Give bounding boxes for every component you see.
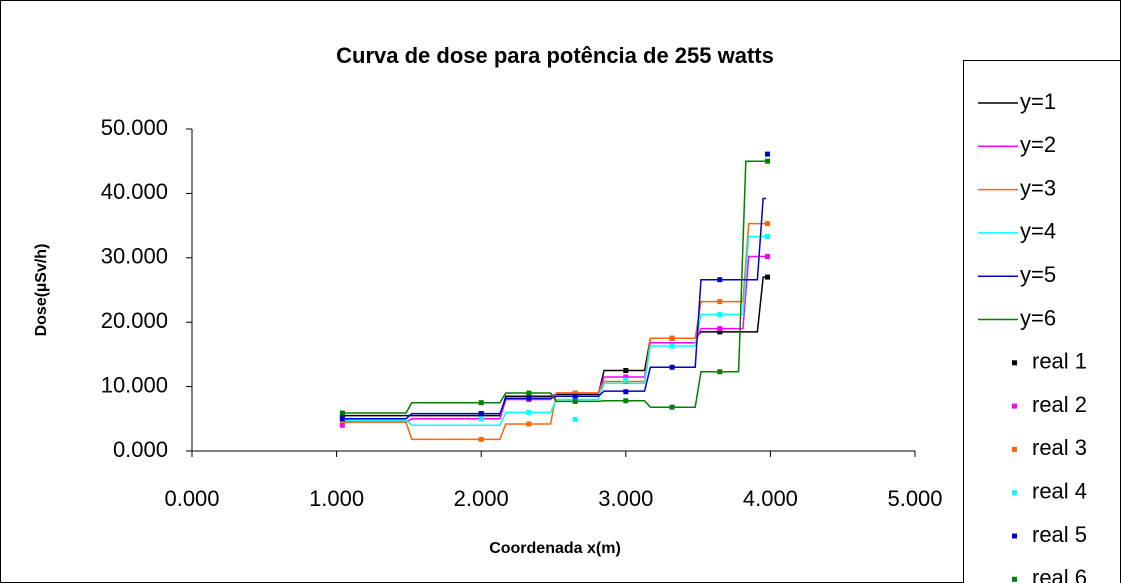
- x-axis-label: Coordenada x(m): [489, 540, 621, 557]
- data-point: [765, 158, 771, 164]
- data-point: [339, 422, 345, 428]
- y-tick-label: 10.000: [101, 372, 168, 397]
- data-point: [717, 277, 723, 283]
- data-point: [717, 369, 723, 375]
- chart-title: Curva de dose para potência de 255 watts: [336, 43, 774, 68]
- legend-label: real 4: [1032, 479, 1087, 504]
- data-point: [339, 416, 345, 422]
- data-point: [526, 409, 532, 415]
- legend-marker: [1012, 576, 1017, 582]
- data-point: [765, 274, 771, 280]
- data-point: [717, 329, 723, 335]
- y-tick-label: 40.000: [101, 179, 168, 204]
- data-point: [669, 335, 675, 341]
- y-tick-label: 30.000: [101, 244, 168, 269]
- data-point: [669, 364, 675, 370]
- legend-marker: [1012, 403, 1017, 409]
- data-point: [623, 374, 629, 380]
- data-point: [669, 343, 675, 349]
- legend-marker: [1012, 490, 1017, 496]
- data-point: [478, 400, 484, 406]
- y-tick-label: 0.000: [113, 437, 168, 462]
- data-point: [765, 221, 771, 227]
- data-point: [526, 390, 532, 396]
- data-point: [623, 368, 629, 373]
- data-point: [623, 389, 629, 395]
- legend-box: [963, 60, 1121, 583]
- data-point: [717, 311, 723, 317]
- data-point: [572, 393, 578, 399]
- data-point: [669, 404, 675, 410]
- legend-label: y=3: [1020, 175, 1056, 200]
- x-tick-label: 5.000: [887, 486, 942, 511]
- data-point: [765, 234, 771, 240]
- data-point: [572, 398, 578, 404]
- legend-marker: [1012, 533, 1017, 539]
- x-tick-label: 4.000: [743, 486, 798, 511]
- series-line: [342, 197, 767, 420]
- legend-marker: [1012, 446, 1017, 452]
- x-tick-label: 2.000: [454, 486, 509, 511]
- data-point: [526, 395, 532, 401]
- data-point: [717, 299, 723, 305]
- y-tick-label: 20.000: [101, 308, 168, 333]
- data-point: [478, 416, 484, 422]
- data-point: [572, 390, 578, 396]
- y-tick-label: 50.000: [101, 115, 168, 140]
- data-point: [572, 416, 578, 422]
- data-point: [478, 411, 484, 417]
- data-point: [765, 254, 771, 260]
- legend-label: real 5: [1032, 522, 1087, 547]
- data-point: [623, 377, 629, 383]
- legend-label: real 3: [1032, 435, 1087, 460]
- data-point: [526, 421, 532, 427]
- legend-label: y=5: [1020, 262, 1056, 287]
- legend-label: y=4: [1020, 219, 1056, 244]
- data-point: [339, 410, 345, 416]
- legend-label: y=6: [1020, 305, 1056, 330]
- legend-label: y=2: [1020, 132, 1056, 157]
- legend-label: real 6: [1032, 565, 1087, 583]
- legend-label: real 1: [1032, 349, 1087, 374]
- x-tick-label: 1.000: [309, 486, 364, 511]
- y-axis-label: Dose(µSv/h): [33, 244, 50, 337]
- legend-marker: [1012, 360, 1017, 366]
- legend-label: real 2: [1032, 392, 1087, 417]
- data-point: [478, 436, 484, 442]
- x-tick-label: 0.000: [164, 486, 219, 511]
- data-point: [339, 413, 345, 419]
- x-tick-label: 3.000: [598, 486, 653, 511]
- data-point: [765, 151, 771, 157]
- data-point: [623, 398, 629, 404]
- legend-label: y=1: [1020, 89, 1056, 114]
- series-line: [342, 276, 767, 417]
- data-point: [717, 326, 723, 332]
